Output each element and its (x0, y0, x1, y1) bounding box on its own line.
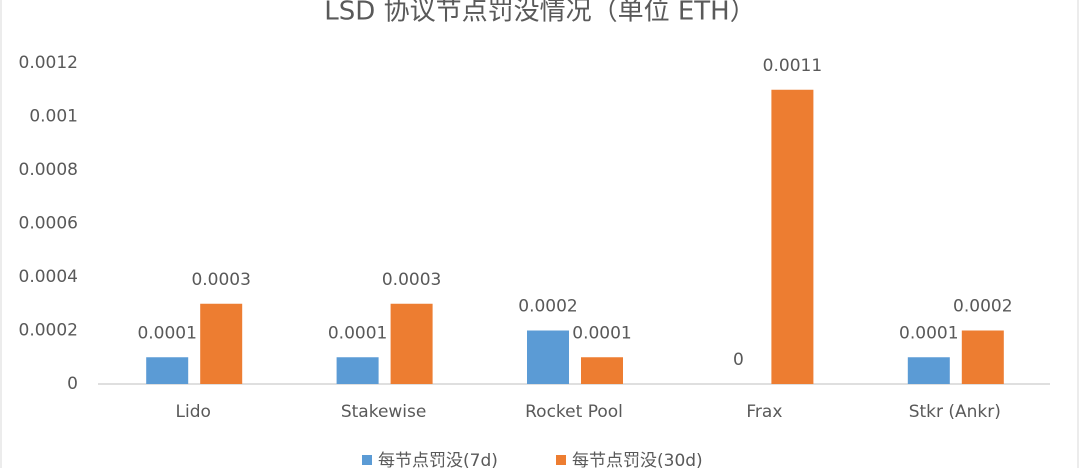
value-label: 0.0002 (953, 297, 1012, 317)
bar (961, 330, 1004, 384)
y-tick-label: 0 (67, 374, 78, 394)
value-label: 0.0011 (763, 56, 822, 76)
y-tick-label: 0.0004 (19, 267, 78, 287)
legend-label: 每节点罚没(7d) (378, 451, 498, 468)
x-tick-label: Rocket Pool (525, 402, 623, 422)
bar (336, 357, 379, 384)
value-label: 0.0003 (191, 270, 250, 290)
y-tick-label: 0.0006 (19, 214, 78, 234)
legend-swatch (362, 455, 372, 465)
value-label: 0.0001 (899, 323, 958, 343)
y-tick-label: 0.0012 (19, 53, 78, 73)
value-label: 0.0003 (382, 270, 441, 290)
x-tick-label: Stkr (Ankr) (909, 402, 1001, 422)
bar (581, 357, 623, 384)
bar (390, 303, 433, 384)
bar (907, 357, 950, 384)
legend-swatch (556, 455, 566, 465)
value-label: 0.0001 (328, 323, 387, 343)
y-tick-label: 0.0002 (19, 321, 78, 341)
bar (527, 330, 569, 384)
y-tick-label: 0.001 (29, 107, 78, 127)
value-label: 0 (733, 350, 744, 370)
value-label: 0.0002 (518, 297, 577, 317)
value-label: 0.0001 (572, 323, 631, 343)
bar (146, 357, 189, 384)
value-label: 0.0001 (137, 323, 196, 343)
bar (200, 303, 243, 384)
x-tick-label: Stakewise (341, 402, 427, 422)
legend-label: 每节点罚没(30d) (572, 451, 703, 468)
x-tick-label: Lido (176, 402, 211, 422)
y-tick-label: 0.0008 (19, 160, 78, 180)
chart-title: LSD 协议节点罚没情况（单位 ETH） (324, 0, 755, 27)
x-tick-label: Frax (746, 402, 782, 422)
bar (771, 89, 814, 384)
